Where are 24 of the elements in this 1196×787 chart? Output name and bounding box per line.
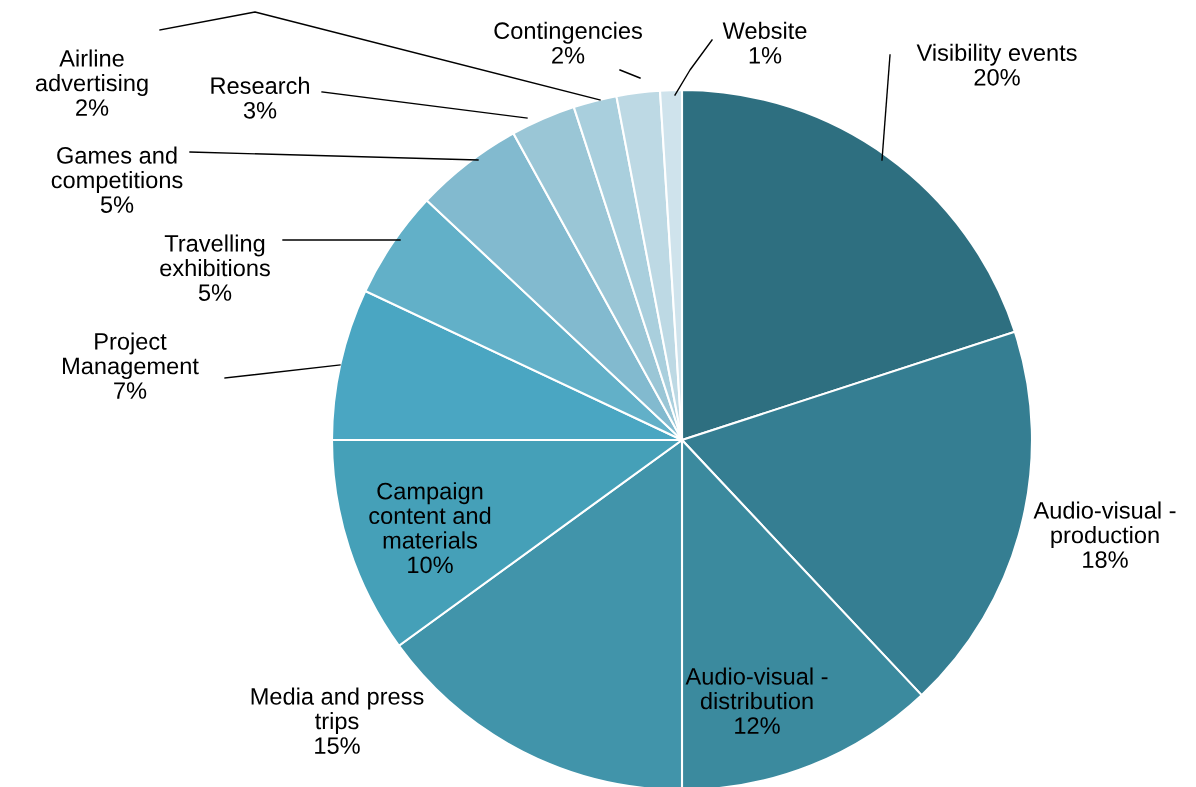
slice-label: Campaign content and materials xyxy=(369,482,491,549)
data-label: 20% xyxy=(974,68,1020,86)
data-label: 5% xyxy=(198,284,232,301)
data-label: 10% xyxy=(408,556,453,574)
data-label: 3% xyxy=(243,101,277,119)
data-label: 18% xyxy=(1083,551,1128,568)
slice-label: Media and press trips xyxy=(251,687,424,735)
slice-label: Games and competitions xyxy=(51,146,183,193)
slice-label: Research xyxy=(211,76,309,95)
data-label: 7% xyxy=(114,382,147,399)
slice-label: Airline advertising xyxy=(35,49,148,96)
slice-label: Website xyxy=(722,21,807,40)
slice-label: Project Management xyxy=(63,332,199,379)
data-label: 5% xyxy=(100,196,134,213)
slice-label: Contingencies xyxy=(494,21,642,44)
slice-label: Audio-visual - production xyxy=(1033,501,1176,549)
slice-label: Travelling exhibitions xyxy=(160,234,270,277)
slice-label: Audio-visual - distribution xyxy=(685,667,828,710)
data-label: 15% xyxy=(315,737,360,754)
data-label: 1% xyxy=(749,47,782,64)
data-label: 12% xyxy=(735,717,780,734)
data-label: 2% xyxy=(76,99,109,116)
data-label: 2% xyxy=(552,46,585,64)
slice-label: Visibility events xyxy=(916,43,1077,66)
